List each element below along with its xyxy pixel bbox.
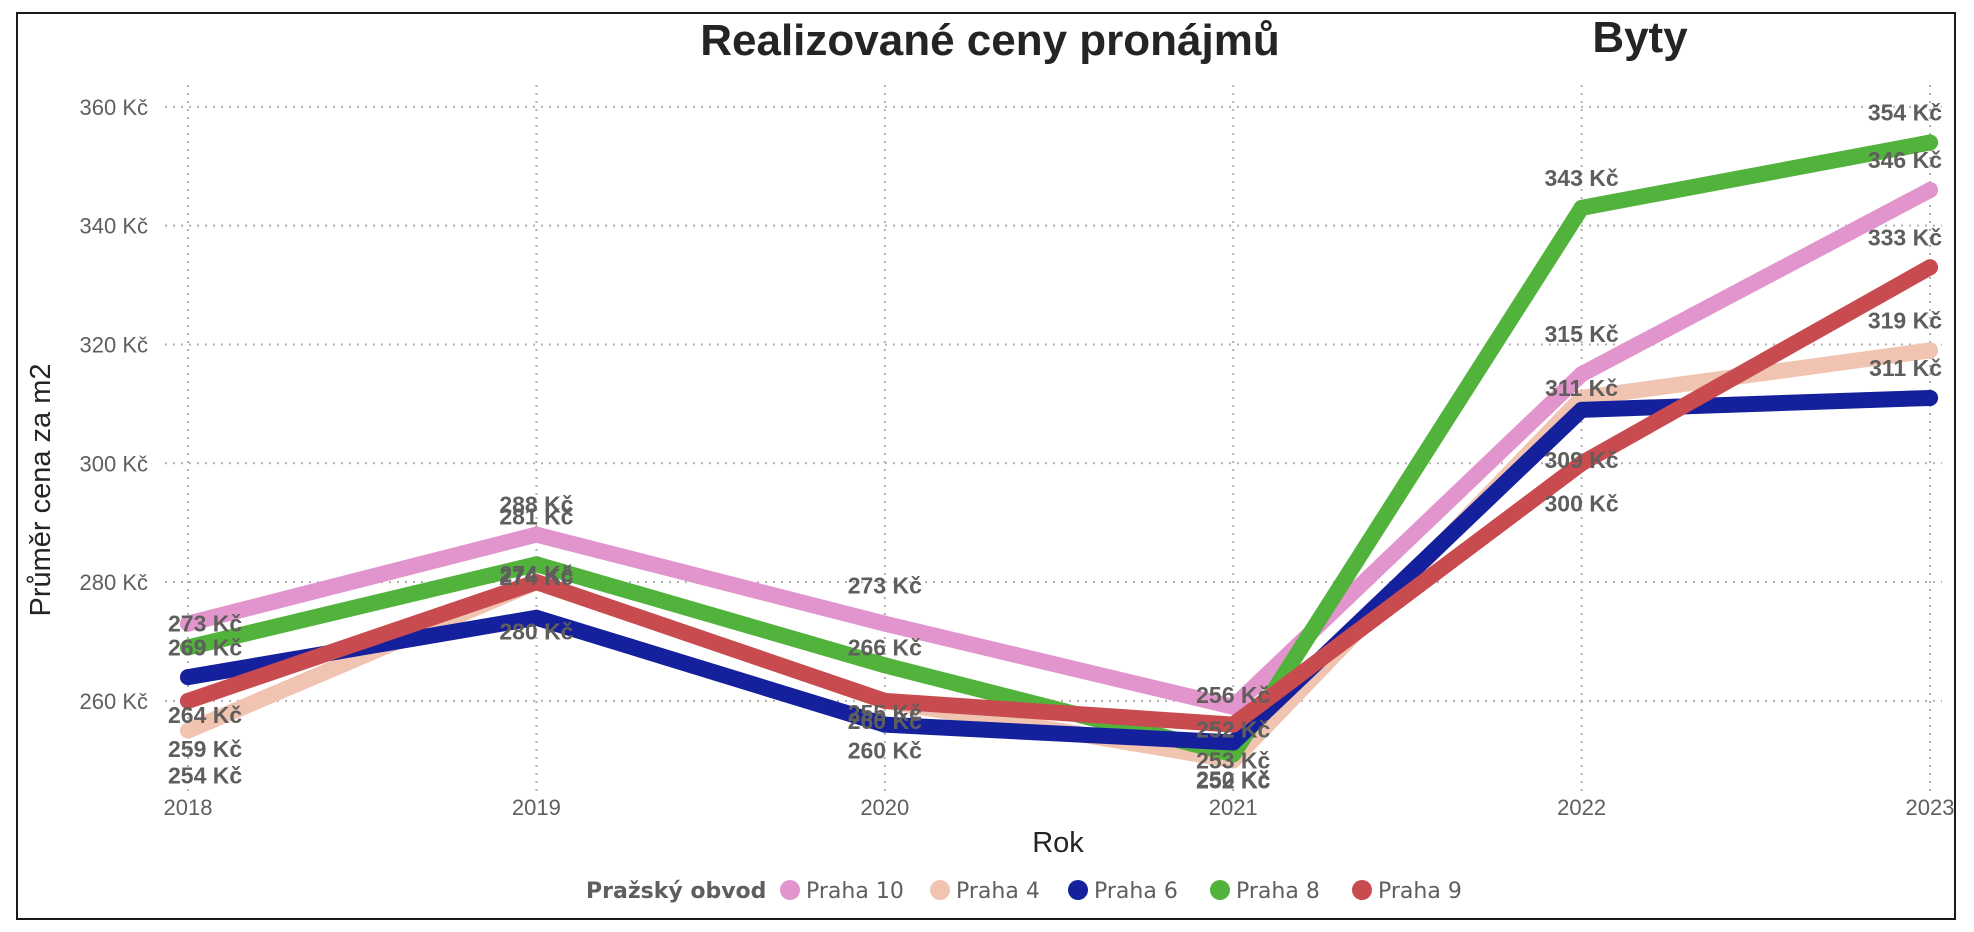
- data-point-praha-9[interactable]: [1225, 716, 1242, 733]
- y-tick-label: 340 Kč: [80, 214, 149, 239]
- y-tick-label: 260 Kč: [80, 689, 149, 714]
- data-label-praha-6: 280 Kč: [499, 619, 573, 645]
- data-point-praha-8[interactable]: [876, 657, 893, 674]
- data-label-praha-6: 264 Kč: [168, 702, 242, 728]
- data-label-praha-9: 259 Kč: [168, 736, 242, 762]
- series-line-praha-6[interactable]: [180, 389, 1938, 751]
- data-point-praha-10[interactable]: [180, 615, 196, 632]
- x-tick-label: 2020: [860, 795, 909, 820]
- legend-label: Praha 8: [1236, 879, 1320, 904]
- data-label-praha-8: 343 Kč: [1545, 165, 1619, 191]
- legend-swatch: [930, 880, 950, 900]
- data-point-praha-8[interactable]: [1225, 746, 1242, 763]
- data-label-praha-10: 273 Kč: [168, 611, 242, 637]
- data-label-praha-6: 309 Kč: [1545, 447, 1619, 473]
- data-label-praha-8: 281 Kč: [499, 503, 573, 529]
- data-label-praha-10: 315 Kč: [1545, 321, 1619, 347]
- data-label-praha-6: 260 Kč: [848, 738, 922, 764]
- series-line-praha-10[interactable]: [180, 182, 1938, 715]
- legend: Pražský obvod Praha 10 Praha 4 Praha 6 Prah…: [586, 879, 1462, 904]
- data-point-praha-10[interactable]: [876, 615, 893, 632]
- data-label-praha-9: 333 Kč: [1868, 224, 1942, 250]
- data-point-praha-8[interactable]: [1573, 199, 1590, 216]
- legend-swatch: [1068, 880, 1088, 900]
- legend-label: Praha 6: [1094, 879, 1178, 904]
- data-point-praha-6[interactable]: [1225, 734, 1242, 751]
- data-label-praha-9: 274 Kč: [499, 564, 573, 590]
- x-tick-label: 2023: [1906, 795, 1955, 820]
- data-point-praha-4[interactable]: [180, 722, 196, 739]
- legend-title[interactable]: Pražský obvod: [586, 879, 766, 904]
- legend-item-praha-6[interactable]: Praha 6: [1068, 879, 1178, 904]
- legend-item-praha-8[interactable]: Praha 8: [1210, 879, 1320, 904]
- data-label-praha-4: 254 Kč: [168, 763, 242, 789]
- data-point-praha-10[interactable]: [1922, 182, 1938, 199]
- data-label-praha-4: 252 Kč: [1196, 767, 1270, 793]
- legend-swatch: [780, 880, 800, 900]
- data-point-praha-6[interactable]: [1922, 389, 1938, 406]
- data-label-praha-4: 274 Kč: [499, 561, 573, 587]
- legend-item-praha-4[interactable]: Praha 4: [930, 879, 1040, 904]
- data-point-praha-9[interactable]: [1573, 455, 1590, 472]
- chart-subtitle: Byty: [1592, 13, 1688, 62]
- data-label-praha-10: 256 Kč: [1196, 682, 1270, 708]
- x-tick-label: 2021: [1209, 795, 1258, 820]
- data-point-praha-8[interactable]: [528, 556, 545, 573]
- data-label-praha-9: 252 Kč: [1196, 717, 1270, 743]
- y-tick-label: 280 Kč: [80, 570, 149, 595]
- data-label-praha-4: 319 Kč: [1868, 307, 1942, 333]
- y-tick-label: 320 Kč: [80, 332, 149, 357]
- data-point-praha-9[interactable]: [876, 692, 893, 709]
- y-axis-ticks: 260 Kč 280 Kč 300 Kč 320 Kč 340 Kč 360 Kč: [80, 95, 149, 714]
- x-tick-label: 2019: [512, 795, 561, 820]
- data-point-praha-10[interactable]: [528, 526, 545, 543]
- legend-label: Praha 9: [1378, 879, 1462, 904]
- series-line-praha-9[interactable]: [180, 259, 1938, 733]
- legend-swatch: [1210, 880, 1230, 900]
- data-label-praha-8: 250 Kč: [1196, 766, 1270, 792]
- data-label-praha-8: 266 Kč: [848, 634, 922, 660]
- chart-frame: [16, 12, 1956, 920]
- data-point-praha-10[interactable]: [1573, 366, 1590, 383]
- x-tick-label: 2018: [164, 795, 213, 820]
- x-tick-label: 2022: [1557, 795, 1606, 820]
- data-label-praha-8: 269 Kč: [168, 634, 242, 660]
- y-tick-label: 300 Kč: [80, 451, 149, 476]
- x-axis-title: Rok: [1032, 827, 1084, 859]
- data-point-praha-6[interactable]: [876, 716, 893, 733]
- data-label-praha-10: 273 Kč: [848, 573, 922, 599]
- data-label-praha-10: 288 Kč: [499, 492, 573, 518]
- legend-label: Praha 10: [806, 879, 904, 904]
- data-label-praha-6: 253 Kč: [1196, 747, 1270, 773]
- y-tick-label: 360 Kč: [80, 95, 149, 120]
- data-point-praha-9[interactable]: [1922, 259, 1938, 276]
- data-point-praha-6[interactable]: [1573, 401, 1590, 418]
- legend-label: Praha 4: [956, 879, 1040, 904]
- data-point-praha-8[interactable]: [180, 639, 196, 656]
- data-point-praha-6[interactable]: [528, 609, 545, 626]
- legend-item-praha-10[interactable]: Praha 10: [780, 879, 904, 904]
- legend-swatch: [1352, 880, 1372, 900]
- data-labels: 273 Kč 288 Kč 273 Kč 256 Kč 315 Kč 346 Kč 254 …: [168, 100, 1942, 794]
- series-lines: [180, 134, 1938, 769]
- data-point-praha-9[interactable]: [180, 692, 196, 709]
- data-label-praha-9: 300 Kč: [1545, 490, 1619, 516]
- data-label-praha-4: 311 Kč: [1545, 375, 1618, 401]
- data-label-praha-8: 354 Kč: [1868, 100, 1942, 126]
- legend-item-praha-9[interactable]: Praha 9: [1352, 879, 1462, 904]
- data-label-praha-9: 255 Kč: [848, 700, 922, 726]
- data-label-praha-4: 260 Kč: [848, 708, 922, 734]
- data-point-praha-9[interactable]: [528, 574, 545, 591]
- data-point-praha-8[interactable]: [1922, 134, 1938, 151]
- data-label-praha-10: 346 Kč: [1868, 147, 1942, 173]
- data-point-praha-10[interactable]: [1225, 698, 1242, 715]
- data-point-praha-6[interactable]: [180, 669, 196, 686]
- y-axis-title: Průměr cena za m2: [25, 363, 57, 616]
- data-label-praha-6: 311 Kč: [1869, 355, 1942, 381]
- data-point-praha-4[interactable]: [1922, 342, 1938, 359]
- chart-title: Realizované ceny pronájmů: [700, 16, 1280, 65]
- x-axis-ticks: 2018 2019 2020 2021 2022 2023: [164, 795, 1955, 820]
